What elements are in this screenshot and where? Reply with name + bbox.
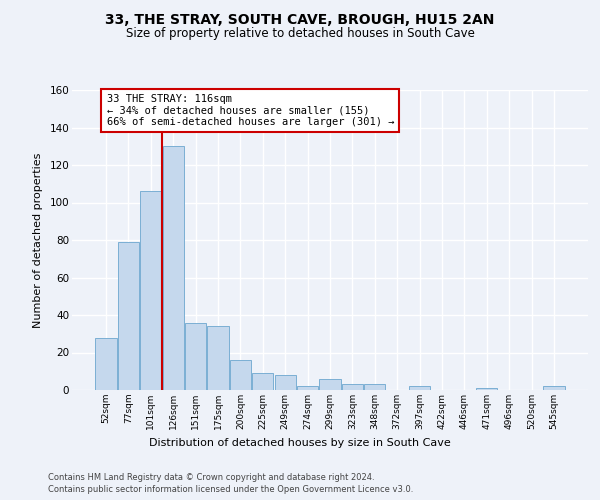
Bar — [185, 322, 206, 390]
Text: 33, THE STRAY, SOUTH CAVE, BROUGH, HU15 2AN: 33, THE STRAY, SOUTH CAVE, BROUGH, HU15 … — [106, 12, 494, 26]
Bar — [409, 386, 430, 390]
Bar — [476, 388, 497, 390]
Text: Distribution of detached houses by size in South Cave: Distribution of detached houses by size … — [149, 438, 451, 448]
Text: Contains HM Land Registry data © Crown copyright and database right 2024.: Contains HM Land Registry data © Crown c… — [48, 472, 374, 482]
Bar — [95, 338, 117, 390]
Y-axis label: Number of detached properties: Number of detached properties — [32, 152, 43, 328]
Bar — [364, 384, 385, 390]
Bar — [319, 379, 341, 390]
Bar — [275, 375, 296, 390]
Bar — [230, 360, 251, 390]
Bar — [543, 386, 565, 390]
Text: Size of property relative to detached houses in South Cave: Size of property relative to detached ho… — [125, 28, 475, 40]
Bar — [342, 384, 363, 390]
Text: 33 THE STRAY: 116sqm
← 34% of detached houses are smaller (155)
66% of semi-deta: 33 THE STRAY: 116sqm ← 34% of detached h… — [107, 94, 394, 127]
Bar — [208, 326, 229, 390]
Text: Contains public sector information licensed under the Open Government Licence v3: Contains public sector information licen… — [48, 485, 413, 494]
Bar — [118, 242, 139, 390]
Bar — [252, 373, 274, 390]
Bar — [297, 386, 318, 390]
Bar — [140, 191, 161, 390]
Bar — [163, 146, 184, 390]
